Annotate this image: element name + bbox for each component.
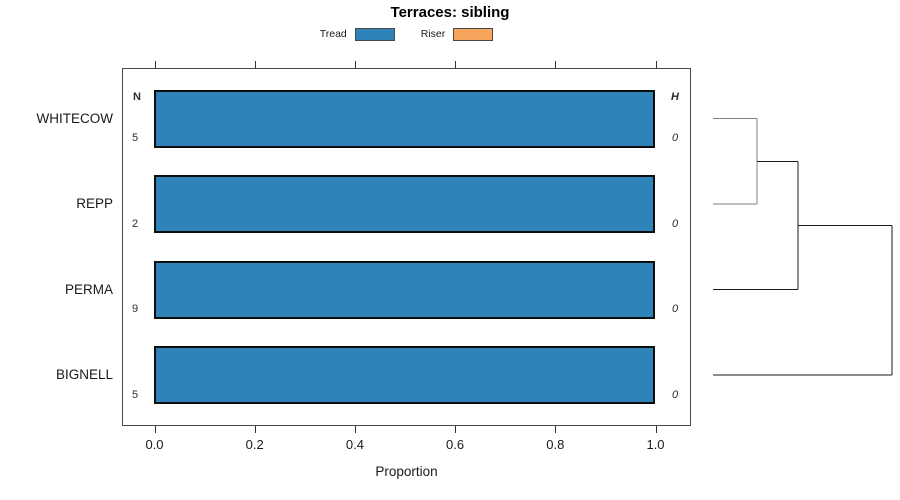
bar-tread-whitecow — [154, 89, 655, 148]
legend-item-tread: Tread — [319, 27, 395, 41]
legend-swatch-riser — [453, 27, 494, 41]
legend-swatch-tread — [354, 27, 395, 41]
h-value-bignell: 0 — [671, 388, 679, 401]
y-axis-label-whitecow: WHITECOW — [36, 110, 114, 126]
h-value-whitecow: 0 — [671, 132, 679, 144]
legend: Tread Riser — [122, 26, 691, 42]
x-axis-tick-bottom — [555, 426, 557, 433]
h-value-repp: 0 — [671, 217, 679, 230]
y-axis-label-repp: REPP — [76, 196, 113, 211]
x-axis-tick-bottom — [154, 426, 156, 433]
n-value-bignell: 5 — [131, 388, 139, 401]
x-axis-tick-bottom — [254, 426, 256, 433]
x-axis-tick-top — [555, 61, 557, 68]
x-axis-tick-top — [254, 61, 256, 68]
bar-tread-perma — [154, 260, 655, 319]
bar-tread-repp — [154, 175, 655, 233]
n-column-header: N — [133, 91, 141, 103]
x-axis-tick-top — [154, 61, 156, 68]
x-axis-label: Proportion — [375, 464, 438, 479]
h-column-header: H — [671, 91, 679, 103]
y-axis-label-bignell: BIGNELL — [55, 367, 113, 382]
x-axis-tick-bottom — [655, 426, 657, 433]
legend-label: Riser — [420, 28, 446, 40]
x-axis-tick-bottom — [354, 426, 356, 433]
n-value-perma: 9 — [131, 303, 139, 315]
h-value-perma: 0 — [671, 303, 679, 315]
x-tick-label-0.4: 0.4 — [345, 437, 364, 452]
plot-area — [122, 68, 691, 426]
x-tick-label-0.2: 0.2 — [245, 437, 264, 452]
n-value-whitecow: 5 — [131, 132, 139, 144]
x-tick-label-0.8: 0.8 — [546, 437, 565, 452]
y-axis-label-perma: PERMA — [64, 281, 113, 297]
n-value-repp: 2 — [131, 217, 139, 230]
x-axis-tick-top — [455, 61, 457, 68]
legend-item-riser: Riser — [420, 27, 494, 41]
x-tick-label-1.0: 1.0 — [646, 437, 665, 452]
legend-label: Tread — [319, 28, 347, 40]
x-tick-label-0.0: 0.0 — [145, 437, 164, 452]
x-tick-label-0.6: 0.6 — [446, 437, 465, 452]
x-axis-tick-bottom — [455, 426, 457, 433]
chart-title: Terraces: sibling — [390, 4, 510, 21]
x-axis-tick-top — [354, 61, 356, 68]
bar-tread-bignell — [154, 346, 655, 404]
x-axis-tick-top — [655, 61, 657, 68]
